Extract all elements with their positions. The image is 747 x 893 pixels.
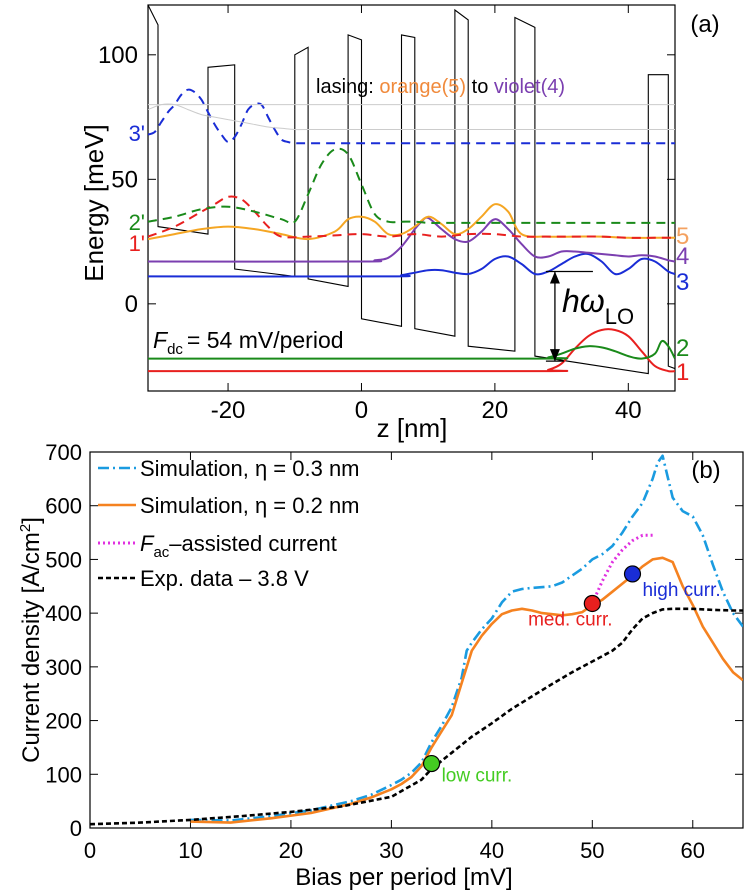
current-markers: low curr. med. curr. high curr. bbox=[422, 565, 721, 787]
state-labels-left: 3' 2'1' bbox=[129, 121, 145, 256]
field-text: = 54 mV/period bbox=[187, 327, 344, 353]
state-label-1p: 1' bbox=[129, 231, 145, 256]
lo-arrow bbox=[545, 270, 593, 362]
lasing-lower: violet(4) bbox=[494, 76, 565, 98]
ytick-label: 700 bbox=[45, 440, 82, 465]
lasing-prefix: lasing: bbox=[316, 76, 379, 98]
state-label-3: 3 bbox=[676, 269, 689, 296]
lasing-annotation: lasing: orange(5) to violet(4) bbox=[316, 76, 565, 98]
series-line-1 bbox=[190, 556, 743, 824]
xtick-label: 20 bbox=[279, 838, 303, 863]
wavefunction-level5 bbox=[148, 203, 675, 241]
panel-b-xlabel: Bias per period [mV] bbox=[295, 864, 512, 891]
state-label-1: 1 bbox=[676, 359, 689, 386]
state-label-5: 5 bbox=[676, 223, 689, 250]
xtick-label: 0 bbox=[84, 838, 96, 863]
xtick-label: 60 bbox=[681, 838, 705, 863]
marker-point bbox=[623, 565, 642, 583]
wavefunction-grey_faint bbox=[148, 103, 675, 131]
ytick-label: 300 bbox=[45, 655, 82, 680]
panel-b-label: (b) bbox=[691, 457, 720, 484]
wavefunction-level3p bbox=[148, 88, 675, 145]
wavefunction-level1 bbox=[148, 328, 675, 373]
lo-main: hω bbox=[562, 283, 605, 319]
marker-point bbox=[583, 594, 601, 613]
panel-a-ticks: -20 0 20 40 0 50 100 bbox=[98, 5, 675, 424]
ytick-label: 50 bbox=[111, 166, 138, 193]
xtick-label: 50 bbox=[580, 838, 604, 863]
series-line-0 bbox=[190, 454, 743, 822]
series-line-2 bbox=[590, 533, 653, 605]
ytick-label: 0 bbox=[125, 291, 138, 318]
wavefunction-level1p bbox=[148, 195, 675, 239]
ytick-label: 0 bbox=[70, 816, 82, 841]
xtick-label: 20 bbox=[482, 397, 509, 424]
ylabel-prefix: Current density [A/cm bbox=[18, 532, 45, 763]
state-label-3p: 3' bbox=[129, 121, 145, 146]
legend-label: Simulation, η = 0.2 nm bbox=[140, 493, 360, 518]
xtick-label: 10 bbox=[178, 838, 202, 863]
field-subscript: dc bbox=[167, 341, 183, 358]
lasing-mid: to bbox=[466, 76, 494, 98]
ytick-label: 600 bbox=[45, 494, 82, 519]
current-series bbox=[90, 454, 743, 826]
wavefunction-level4 bbox=[148, 216, 675, 263]
wavefunction-level2p bbox=[148, 147, 675, 225]
field-symbol: F bbox=[153, 327, 169, 353]
legend-sub: ac bbox=[153, 544, 169, 561]
ytick-label: 100 bbox=[98, 42, 138, 69]
marker-label: low curr. bbox=[442, 766, 513, 787]
xtick-label: 40 bbox=[480, 838, 504, 863]
panel-a: -20 0 20 40 0 50 100 (a) lasing: orange(5) to … bbox=[79, 4, 720, 443]
ytick-label: 100 bbox=[45, 762, 82, 787]
wavefunction-level3 bbox=[148, 252, 675, 278]
legend-f: F bbox=[140, 531, 155, 556]
ylabel-suffix: ] bbox=[18, 517, 45, 524]
state-label-4: 4 bbox=[676, 243, 689, 270]
marker-point bbox=[422, 754, 441, 773]
xtick-label: 30 bbox=[379, 838, 403, 863]
xtick-label: -20 bbox=[211, 397, 246, 424]
state-label-2: 2 bbox=[676, 335, 689, 362]
ytick-label: 400 bbox=[45, 601, 82, 626]
legend-rest: –assisted current bbox=[169, 531, 337, 556]
wavefunction-series bbox=[148, 88, 675, 373]
xtick-label: 0 bbox=[355, 397, 368, 424]
panel-b-frame bbox=[89, 451, 744, 829]
xtick-label: 40 bbox=[615, 397, 642, 424]
lo-annotation: hωLO bbox=[562, 283, 634, 329]
panel-a-ylabel: Energy [meV] bbox=[79, 124, 109, 282]
wavefunction-level2 bbox=[148, 339, 675, 360]
lasing-upper: orange(5) bbox=[379, 76, 466, 98]
legend-label: Simulation, η = 0.3 nm bbox=[140, 456, 360, 481]
series-line-3 bbox=[90, 607, 743, 826]
lo-arrowhead-top bbox=[549, 271, 560, 284]
legend-label: Exp. data – 3.8 V bbox=[140, 566, 309, 591]
legend: Simulation, η = 0.3 nm Simulation, η = 0.… bbox=[98, 456, 360, 591]
lo-arrowhead-bottom bbox=[549, 349, 560, 362]
ylabel-sup: 2 bbox=[17, 524, 34, 532]
ytick-label: 200 bbox=[45, 709, 82, 734]
ytick-label: 500 bbox=[45, 547, 82, 572]
marker-label: high curr. bbox=[642, 580, 720, 601]
state-label-2p: 2' bbox=[129, 210, 145, 235]
legend-label: Fac–assisted current bbox=[140, 531, 337, 561]
potential-profile bbox=[148, 5, 675, 375]
marker-label: med. curr. bbox=[528, 609, 612, 630]
panel-a-xlabel: z [nm] bbox=[377, 413, 448, 443]
lo-subscript: LO bbox=[605, 304, 634, 329]
field-annotation: Fdc = 54 mV/period bbox=[153, 327, 344, 358]
panel-b-ylabel: Current density [A/cm2] bbox=[17, 517, 45, 763]
state-labels-right: 543 21 bbox=[676, 223, 689, 386]
panel-a-label: (a) bbox=[690, 11, 719, 38]
